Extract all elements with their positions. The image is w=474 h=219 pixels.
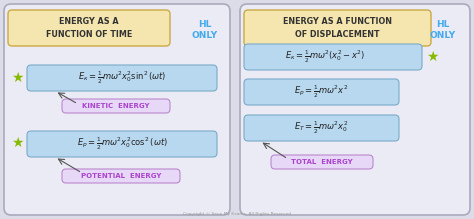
Text: ★: ★: [426, 50, 438, 64]
Text: ENERGY AS A
FUNCTION OF TIME: ENERGY AS A FUNCTION OF TIME: [46, 17, 132, 39]
Text: $E_{\kappa} = \frac{1}{2}m\omega^2(x_0^2 - x^2)$: $E_{\kappa} = \frac{1}{2}m\omega^2(x_0^2…: [285, 49, 365, 65]
FancyBboxPatch shape: [4, 4, 230, 215]
Text: $E_p = \frac{1}{2}m\omega^2 x_0^2 \cos^2(\omega t)$: $E_p = \frac{1}{2}m\omega^2 x_0^2 \cos^2…: [77, 136, 167, 152]
Text: $E_T = \frac{1}{2}m\omega^2 x_0^2$: $E_T = \frac{1}{2}m\omega^2 x_0^2$: [294, 120, 349, 136]
FancyBboxPatch shape: [244, 115, 399, 141]
FancyBboxPatch shape: [240, 4, 470, 215]
FancyBboxPatch shape: [244, 44, 422, 70]
Text: HL
ONLY: HL ONLY: [192, 20, 218, 40]
Text: ENERGY AS A FUNCTION
OF DISPLACEMENT: ENERGY AS A FUNCTION OF DISPLACEMENT: [283, 17, 392, 39]
FancyBboxPatch shape: [27, 131, 217, 157]
FancyBboxPatch shape: [62, 99, 170, 113]
Text: $E_p = \frac{1}{2}m\omega^2 x^2$: $E_p = \frac{1}{2}m\omega^2 x^2$: [294, 84, 349, 100]
FancyBboxPatch shape: [244, 79, 399, 105]
Text: KINETIC  ENERGY: KINETIC ENERGY: [82, 103, 150, 109]
Text: ★: ★: [11, 136, 23, 150]
FancyBboxPatch shape: [8, 10, 170, 46]
FancyBboxPatch shape: [62, 169, 180, 183]
Text: $E_{\kappa} = \frac{1}{2}m\omega^2 x_0^2 \sin^2(\omega t)$: $E_{\kappa} = \frac{1}{2}m\omega^2 x_0^2…: [78, 70, 166, 86]
Text: ★: ★: [11, 71, 23, 85]
FancyBboxPatch shape: [27, 65, 217, 91]
Text: HL
ONLY: HL ONLY: [430, 20, 456, 40]
Text: TOTAL  ENERGY: TOTAL ENERGY: [291, 159, 353, 165]
Text: Copyright © Save My Exams. All Rights Reserved: Copyright © Save My Exams. All Rights Re…: [183, 212, 291, 216]
FancyBboxPatch shape: [271, 155, 373, 169]
Text: POTENTIAL  ENERGY: POTENTIAL ENERGY: [81, 173, 161, 179]
FancyBboxPatch shape: [244, 10, 431, 46]
